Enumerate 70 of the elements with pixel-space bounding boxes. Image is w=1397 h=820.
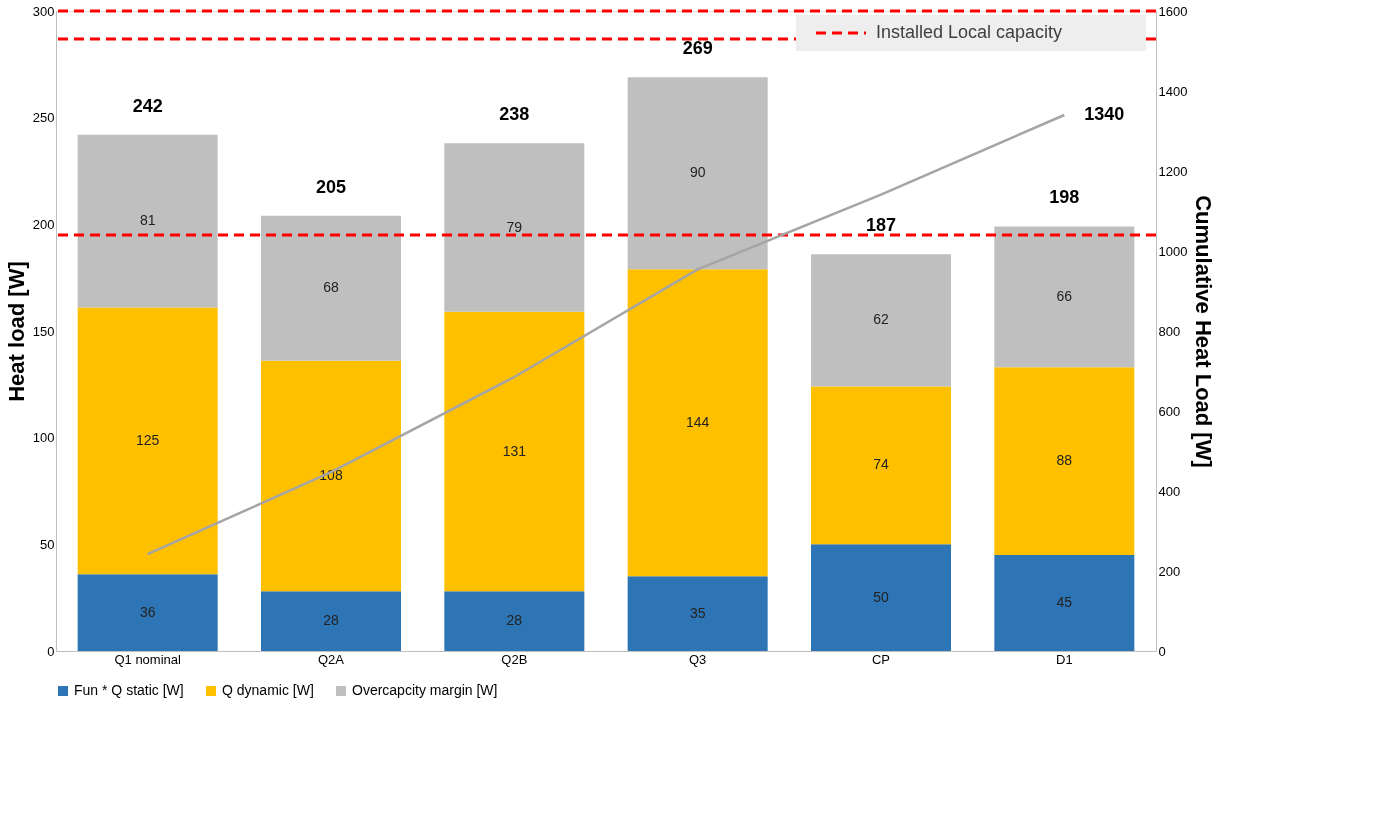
y2-tick-label: 0 xyxy=(1158,643,1166,659)
data-label: 50 xyxy=(873,588,889,605)
x-tick-label: D1 xyxy=(1056,651,1073,667)
data-label: 1340 xyxy=(1084,104,1125,124)
y-tick-label: 250 xyxy=(32,110,55,126)
bar xyxy=(627,269,768,577)
x-tick-label: Q1 nominal xyxy=(114,651,182,667)
y2-tick-label: 400 xyxy=(1158,483,1181,499)
data-label: 74 xyxy=(873,456,889,473)
bar xyxy=(811,386,951,545)
y2-axis-title: Cumulative Heat Load [W] xyxy=(1191,195,1217,468)
bar xyxy=(77,134,218,308)
x-tick-label: CP xyxy=(871,651,891,667)
bar xyxy=(994,555,1135,651)
y-tick-label: 0 xyxy=(47,643,55,659)
data-label: 62 xyxy=(873,311,889,328)
data-label: 45 xyxy=(1056,594,1073,610)
bar xyxy=(811,254,951,387)
data-label: 88 xyxy=(1056,452,1073,469)
legend-label: Installed Local capacity xyxy=(876,22,1063,42)
y-tick-label: 50 xyxy=(40,536,55,552)
data-label: 68 xyxy=(323,279,339,296)
data-label: 131 xyxy=(502,442,527,459)
y-tick-label: 200 xyxy=(32,216,55,232)
bar xyxy=(444,591,585,651)
data-label: 28 xyxy=(323,612,339,629)
bar xyxy=(627,77,768,270)
x-tick-label: Q2B xyxy=(501,651,528,667)
bar xyxy=(627,576,768,651)
data-label: 79 xyxy=(506,218,523,235)
y-tick-label: 150 xyxy=(32,323,55,339)
bar xyxy=(77,307,218,575)
y-tick-label: 300 xyxy=(32,3,55,19)
y2-tick-label: 600 xyxy=(1158,403,1181,419)
y2-tick-label: 1400 xyxy=(1158,83,1188,99)
y-tick-label: 100 xyxy=(32,430,55,446)
legend-label: Fun * Q static [W] xyxy=(74,682,184,698)
y2-tick-label: 1200 xyxy=(1158,163,1188,179)
bar xyxy=(994,367,1135,555)
bar xyxy=(261,215,401,361)
bar xyxy=(77,574,218,651)
data-label: 35 xyxy=(689,604,706,621)
legend-label: Overcapcity margin [W] xyxy=(352,682,498,698)
total-label: 205 xyxy=(315,176,347,197)
data-label: 28 xyxy=(506,612,523,629)
data-label: 36 xyxy=(139,603,156,620)
bar xyxy=(261,360,401,592)
bar xyxy=(261,591,401,651)
y2-tick-label: 200 xyxy=(1158,563,1181,579)
bar xyxy=(811,544,951,651)
y2-tick-label: 1600 xyxy=(1158,3,1188,19)
bar xyxy=(444,311,585,592)
y2-tick-label: 1000 xyxy=(1158,243,1188,259)
total-label: 242 xyxy=(132,95,163,116)
bar xyxy=(994,226,1135,368)
y-axis-title: Heat load [W] xyxy=(3,261,29,402)
data-label: 144 xyxy=(685,413,710,430)
x-tick-label: Q2A xyxy=(317,651,345,667)
total-label: 198 xyxy=(1049,187,1080,208)
bar xyxy=(444,143,585,312)
total-label: 187 xyxy=(865,215,897,236)
data-label: 66 xyxy=(1056,287,1073,304)
data-label: 81 xyxy=(139,212,156,229)
total-label: 269 xyxy=(682,38,713,59)
total-label: 238 xyxy=(499,104,530,125)
x-tick-label: Q3 xyxy=(688,651,707,667)
data-label: 125 xyxy=(135,431,160,448)
y2-tick-label: 800 xyxy=(1158,323,1181,339)
data-label: 90 xyxy=(689,164,706,181)
legend-label: Q dynamic [W] xyxy=(222,682,314,698)
